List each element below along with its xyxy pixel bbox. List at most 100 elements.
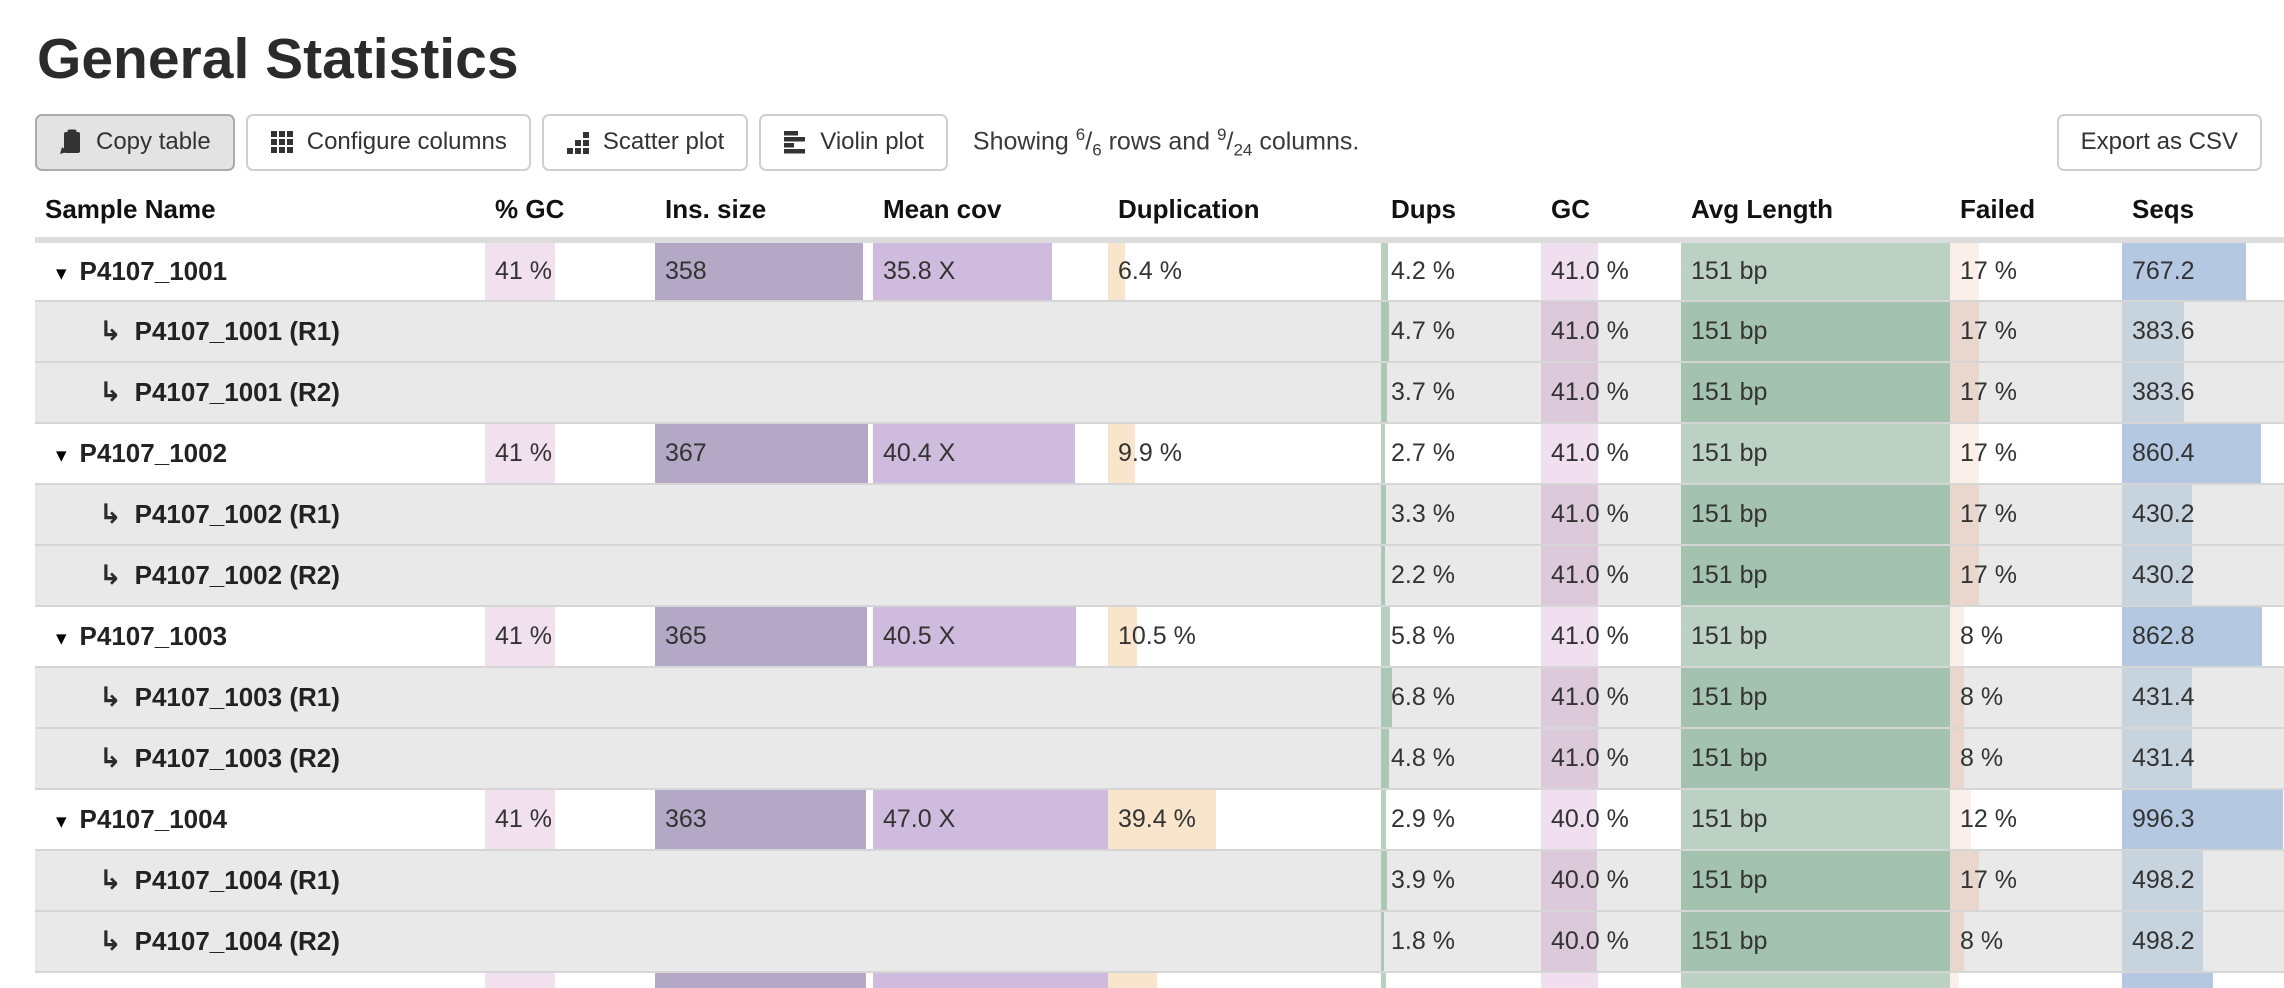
violin-bars-icon <box>783 130 807 154</box>
value-bar <box>1381 729 1389 788</box>
subrow-arrow-icon: ↳ <box>99 864 122 896</box>
cell-value: 151 bp <box>1691 804 1768 833</box>
scatter-plot-label: Scatter plot <box>602 128 725 155</box>
col-header-seqs[interactable]: Seqs <box>2122 183 2284 243</box>
cell-duplication: 39.4 % <box>1108 787 1381 850</box>
row-collapse-caret-icon[interactable]: ▾ <box>56 808 67 833</box>
col-header-ins_size[interactable]: Ins. size <box>655 183 873 243</box>
scatter-plot-button[interactable]: Scatter plot <box>541 114 749 171</box>
value-bar <box>1108 973 1158 988</box>
showing-rows-columns-text: Showing 6/6 rows and 9/24 columns. <box>972 124 1360 160</box>
cell-mean_cov <box>873 848 1108 911</box>
value-bar <box>1108 242 1126 300</box>
cell-value: 2.7 % <box>1391 438 1455 467</box>
violin-plot-button[interactable]: Violin plot <box>759 114 948 171</box>
general-statistics-table: Sample Name% GC Ins. size Mean cov Duplicat… <box>35 183 2284 988</box>
row-collapse-caret-icon[interactable]: ▾ <box>56 442 67 467</box>
cell-pct_gc <box>485 726 655 789</box>
cell-gc: 41.0 % <box>1541 726 1681 789</box>
cell-avg_length: 151 bp <box>1681 848 1950 911</box>
col-header-gc[interactable]: GC <box>1541 183 1681 243</box>
cell-failed: 17 % <box>1950 299 2122 362</box>
subsample-row: ↳ P4107_1003 (R1) 6.8 % 41.0 % 151 bp 8 % 431.… <box>35 665 2284 728</box>
cell-value: 6.8 % <box>1391 682 1455 711</box>
cell-avg_length: 151 bp <box>1681 421 1950 484</box>
cell-failed: 17 % <box>1950 238 2122 301</box>
cell-ins_size <box>655 482 873 545</box>
cell-value: 39.4 % <box>1118 804 1196 833</box>
value-bar <box>1108 790 1216 849</box>
value-bar <box>873 242 1052 300</box>
cell-duplication: 10.5 % <box>1108 604 1381 667</box>
col-header-mean_cov[interactable]: Mean cov <box>873 183 1108 243</box>
cell-gc: 41.0 % <box>1541 360 1681 423</box>
cell-value: 151 bp <box>1691 316 1768 345</box>
value-bar <box>2122 424 2262 483</box>
cell-duplication <box>1108 299 1381 362</box>
subrow-arrow-icon: ↳ <box>99 742 122 774</box>
cell-gc: 41.0 % <box>1541 299 1681 362</box>
cell-dups: 3.7 % <box>1381 360 1541 423</box>
cell-value: 9.9 % <box>1118 438 1182 467</box>
copy-table-button[interactable]: Copy table <box>35 114 235 171</box>
value-bar <box>1681 790 1950 849</box>
value-bar <box>1681 363 1950 422</box>
value-bar <box>873 973 1108 988</box>
cell-value: 2.2 % <box>1391 560 1455 589</box>
cell-value: 17 % <box>1960 438 2017 467</box>
cell-mean_cov: 40.5 X <box>873 604 1108 667</box>
table-toolbar: Copy table Configure columns Scatter plo… <box>35 114 2262 171</box>
cell-avg_length: 151 bp <box>1681 543 1950 606</box>
subsample-row: ↳ P4107_1001 (R1) 4.7 % 41.0 % 151 bp 17 % 383… <box>35 299 2284 362</box>
cell-failed: 17 % <box>1950 421 2122 484</box>
cell-value: 363 <box>665 804 707 833</box>
col-header-failed[interactable]: Failed <box>1950 183 2122 243</box>
cell-value: 1.8 % <box>1391 926 1455 955</box>
cell-ins_size <box>655 970 873 988</box>
cell-value: 41 % <box>495 621 552 650</box>
cell-seqs: 498.2 <box>2122 909 2284 972</box>
cell-value: 430.2 <box>2132 499 2195 528</box>
subsample-row: ↳ P4107_1004 (R1) 3.9 % 40.0 % 151 bp 17 % 498… <box>35 848 2284 911</box>
row-collapse-caret-icon[interactable]: ▾ <box>56 260 67 285</box>
col-header-pct_gc[interactable]: % GC <box>485 183 655 243</box>
cell-avg_length: 151 bp <box>1681 726 1950 789</box>
cell-seqs <box>2122 970 2284 988</box>
cell-value: 151 bp <box>1691 743 1768 772</box>
cell-value: 5.8 % <box>1391 621 1455 650</box>
col-header-dups[interactable]: Dups <box>1381 183 1541 243</box>
cell-avg_length: 151 bp <box>1681 360 1950 423</box>
cell-pct_gc <box>485 909 655 972</box>
cell-seqs: 383.6 <box>2122 299 2284 362</box>
value-bar <box>1541 424 1599 483</box>
value-bar <box>1950 851 1980 910</box>
export-csv-button[interactable]: Export as CSV <box>2056 114 2262 171</box>
value-bar <box>1950 302 1980 361</box>
value-bar <box>1950 973 1959 988</box>
value-bar <box>1950 242 1980 300</box>
cell-value: 383.6 <box>2132 316 2195 345</box>
value-bar <box>2122 973 2213 988</box>
row-collapse-caret-icon[interactable]: ▾ <box>56 625 67 650</box>
value-bar <box>1950 546 1980 605</box>
subrow-arrow-icon: ↳ <box>99 925 122 957</box>
grid-icon <box>270 130 294 154</box>
cell-value: 151 bp <box>1691 377 1768 406</box>
cell-failed: 8 % <box>1950 726 2122 789</box>
sample-name: P4107_1001 <box>79 255 228 286</box>
sample-cell: ↳ P4107_1003 (R2) <box>35 726 485 789</box>
cell-dups: 2.9 % <box>1381 787 1541 850</box>
cell-dups: 4.7 % <box>1381 299 1541 362</box>
col-header-avg_length[interactable]: Avg Length <box>1681 183 1950 243</box>
cell-pct_gc <box>485 665 655 728</box>
cell-ins_size <box>655 909 873 972</box>
col-header-duplication[interactable]: Duplication <box>1108 183 1381 243</box>
configure-columns-button[interactable]: Configure columns <box>245 114 531 171</box>
cell-avg_length: 151 bp <box>1681 665 1950 728</box>
value-bar <box>1381 546 1385 605</box>
cell-value: 3.9 % <box>1391 865 1455 894</box>
cell-value: 17 % <box>1960 499 2017 528</box>
cell-gc: 41.0 % <box>1541 482 1681 545</box>
col-header-sample[interactable]: Sample Name <box>35 183 485 243</box>
sample-cell: ↳ P4107_1001 (R2) <box>35 360 485 423</box>
